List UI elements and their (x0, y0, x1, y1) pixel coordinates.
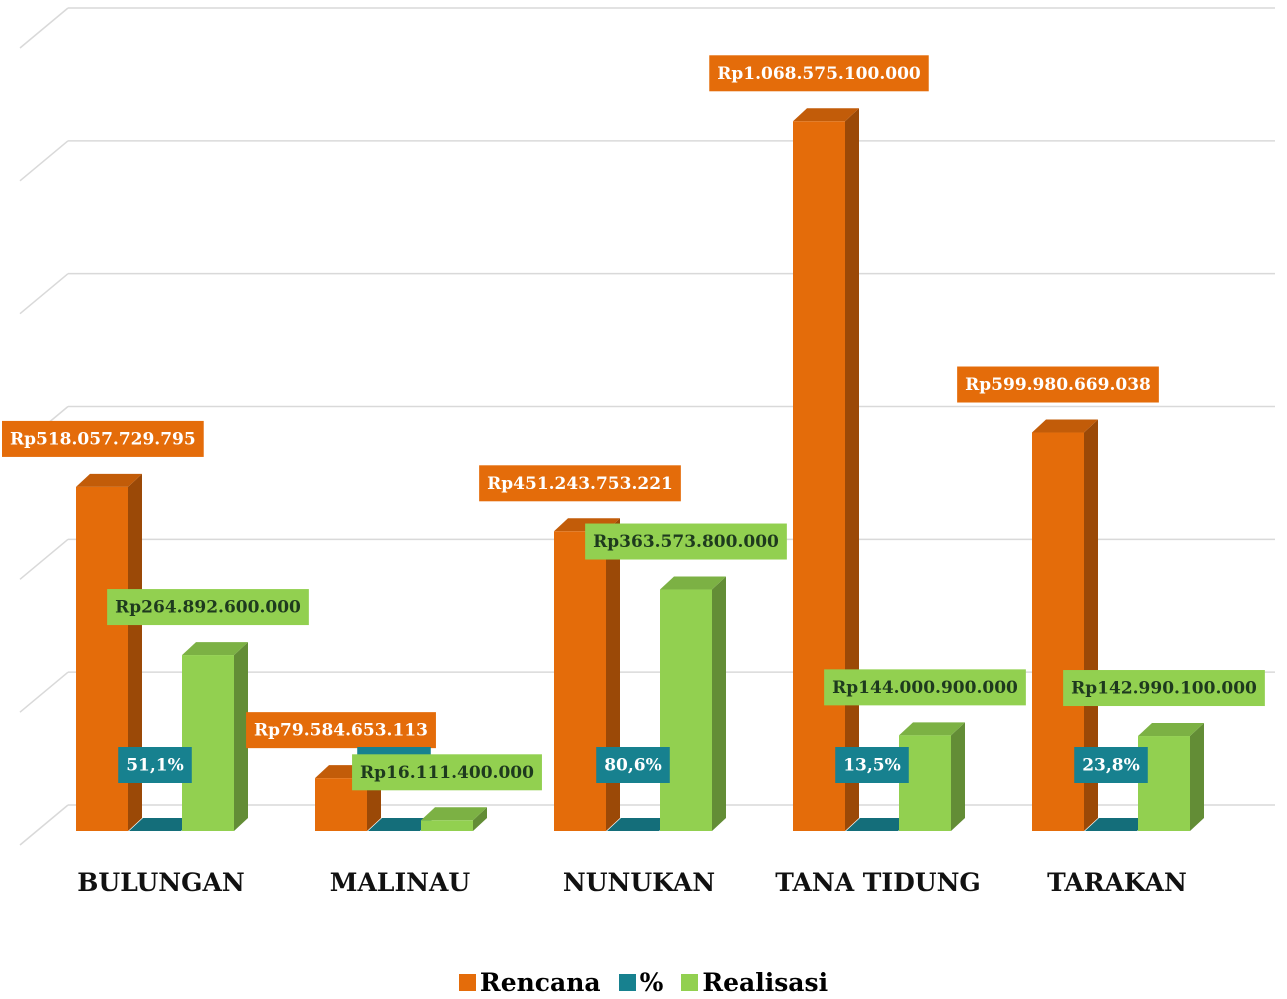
bar (182, 655, 234, 831)
data-label: Rp79.584.653.113 (246, 712, 436, 748)
legend-label: Realisasi (702, 968, 828, 997)
legend-item: % (619, 968, 664, 997)
data-label: Rp518.057.729.795 (2, 421, 204, 457)
legend-item: Realisasi (681, 968, 828, 997)
data-label: 51,1% (118, 747, 192, 783)
data-label-text: Rp16.111.400.000 (360, 763, 534, 783)
bar (421, 820, 473, 831)
data-label-text: Rp142.990.100.000 (1071, 679, 1257, 699)
legend-label: Rencana (480, 968, 601, 997)
x-tick-label: TARAKAN (1007, 866, 1227, 900)
data-label-text: 23,8% (1082, 756, 1140, 776)
data-label: Rp451.243.753.221 (479, 465, 681, 501)
x-tick-label: NUNUKAN (529, 866, 749, 900)
data-label-text: Rp518.057.729.795 (10, 429, 196, 449)
legend-item: Rencana (459, 968, 601, 997)
legend-label: % (640, 968, 664, 997)
grid-line-side (20, 539, 68, 579)
data-label: 13,5% (835, 747, 909, 783)
bar-side (1190, 723, 1204, 831)
bar-side (845, 108, 859, 831)
x-tick-label: MALINAU (290, 866, 510, 900)
grid-line-side (20, 805, 68, 845)
bar-side (234, 642, 248, 831)
legend-swatch (459, 974, 476, 991)
data-label-text: Rp264.892.600.000 (115, 598, 301, 618)
bar-side (606, 518, 620, 831)
x-tick-label: TANA TIDUNG (768, 866, 988, 900)
data-label-text: Rp451.243.753.221 (487, 474, 673, 494)
data-label-text: Rp363.573.800.000 (593, 532, 779, 552)
plot: Rp518.057.729.795 Rp79.584.653.113 Rp451.2… (0, 0, 1287, 999)
data-label: Rp1.068.575.100.000 (709, 55, 928, 91)
bar-side (712, 577, 726, 831)
data-label-text: Rp1.068.575.100.000 (717, 64, 921, 84)
data-label-text: Rp144.000.900.000 (832, 678, 1018, 698)
grid-line-side (20, 8, 68, 48)
legend: Rencana% Realisasi (0, 968, 1287, 997)
data-label: Rp599.980.669.038 (957, 367, 1159, 403)
grid-line-side (20, 141, 68, 181)
data-label: Rp16.111.400.000 (352, 754, 542, 790)
data-label-text: 13,5% (843, 756, 901, 776)
chart: Rp518.057.729.795 Rp79.584.653.113 Rp451.2… (0, 0, 1287, 999)
data-label: Rp363.573.800.000 (585, 524, 787, 560)
data-label-text: 51,1% (126, 756, 184, 776)
data-label: Rp144.000.900.000 (824, 669, 1026, 705)
grid-line-side (20, 672, 68, 712)
legend-swatch (681, 974, 698, 991)
bar (660, 590, 712, 831)
x-tick-label: BULUNGAN (51, 866, 271, 900)
bar (793, 121, 845, 831)
data-label-text: Rp79.584.653.113 (254, 721, 428, 741)
grid-line-side (20, 274, 68, 314)
bar (554, 531, 606, 831)
data-label: 80,6% (596, 747, 670, 783)
data-label: Rp264.892.600.000 (107, 589, 309, 625)
legend-swatch (619, 974, 636, 991)
data-label: 23,8% (1074, 747, 1148, 783)
data-label-text: 80,6% (604, 756, 662, 776)
bar-side (951, 722, 965, 831)
data-label: Rp142.990.100.000 (1063, 670, 1265, 706)
data-label-text: Rp599.980.669.038 (965, 375, 1151, 395)
